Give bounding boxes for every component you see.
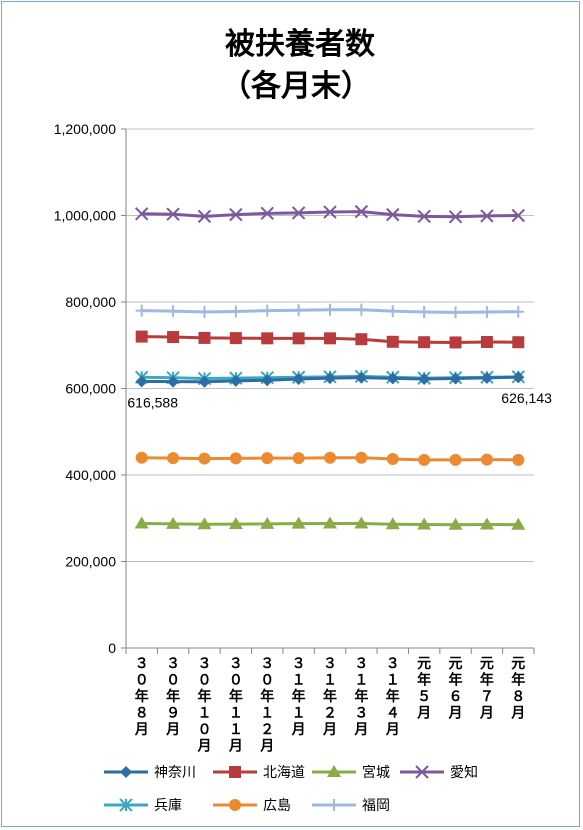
data-point	[418, 454, 430, 466]
y-tick-label: 800,000	[65, 294, 116, 310]
legend-item-北海道: 北海道	[213, 765, 305, 781]
data-point	[418, 306, 430, 318]
data-point	[136, 331, 148, 343]
x-tick-label: ３０年１２月	[259, 656, 274, 755]
x-tick-label: ３０年１１月	[228, 656, 243, 755]
legend-item-広島: 広島	[213, 798, 291, 814]
data-point	[293, 304, 305, 316]
data-point	[328, 799, 340, 811]
data-point	[481, 306, 493, 318]
data-point	[167, 305, 179, 317]
data-point	[324, 304, 336, 316]
series-北海道	[136, 331, 525, 349]
x-tick-label: 元年７月	[479, 656, 494, 722]
data-point	[261, 332, 273, 344]
data-point	[512, 306, 524, 318]
chart-title: 被扶養者数	[225, 27, 376, 62]
data-point	[261, 305, 273, 317]
data-point	[418, 336, 430, 348]
data-point	[120, 766, 132, 778]
legend-label: 北海道	[263, 765, 305, 781]
legend-label: 福岡	[362, 798, 390, 814]
legend-label: 宮城	[362, 765, 390, 781]
data-point	[198, 306, 210, 318]
gridlines	[126, 129, 534, 648]
data-point	[450, 454, 462, 466]
x-tick-label: ３０年１０月	[196, 656, 211, 755]
series-福岡	[136, 304, 525, 319]
legend-item-兵庫: 兵庫	[104, 797, 182, 814]
x-tick-label: ３０年９月	[165, 656, 180, 738]
data-point	[167, 331, 179, 343]
data-label: 616,588	[127, 394, 178, 410]
data-point	[136, 305, 148, 317]
x-tick-label: ３１年４月	[385, 656, 400, 738]
data-labels: 616,588 626,143	[127, 390, 552, 410]
legend-label: 広島	[263, 798, 291, 814]
y-axis: 0 200,000 400,000 600,000 800,000 1,000,000 1,…	[54, 121, 126, 656]
legend-item-愛知: 愛知	[400, 764, 478, 781]
y-tick-label: 200,000	[65, 554, 116, 570]
data-point	[198, 453, 210, 465]
data-point	[324, 332, 336, 344]
x-tick-label: ３１年３月	[353, 656, 368, 738]
x-tick-label: ３１年１月	[291, 656, 306, 738]
data-point	[387, 453, 399, 465]
data-point	[387, 336, 399, 348]
data-point	[293, 452, 305, 464]
data-point	[230, 306, 242, 318]
series-広島	[136, 452, 525, 466]
data-point	[230, 452, 242, 464]
data-point	[355, 304, 367, 316]
data-point	[450, 336, 462, 348]
chart-subtitle: （各月末）	[221, 69, 371, 104]
data-point	[512, 336, 524, 348]
data-point	[261, 374, 273, 386]
data-point	[167, 452, 179, 464]
legend-label: 兵庫	[154, 797, 182, 814]
data-point	[229, 766, 241, 778]
data-point	[355, 452, 367, 464]
data-point	[261, 452, 273, 464]
legend-item-福岡: 福岡	[312, 798, 390, 814]
data-point	[293, 332, 305, 344]
x-axis: ３０年８月 ３０年９月 ３０年１０月 ３０年１１月 ３０年１２月 ３１年１月 ３１年２月 ３１…	[126, 648, 534, 755]
data-point	[512, 454, 524, 466]
data-point	[355, 333, 367, 345]
plot-area	[135, 206, 526, 530]
data-point	[481, 454, 493, 466]
y-tick-label: 0	[108, 640, 116, 656]
y-tick-label: 400,000	[65, 467, 116, 483]
y-tick-label: 1,000,000	[54, 208, 116, 224]
x-tick-label: ３０年８月	[134, 656, 149, 738]
legend-item-神奈川: 神奈川	[104, 765, 196, 781]
data-point	[136, 452, 148, 464]
data-point	[293, 373, 305, 385]
series-愛知	[136, 206, 525, 223]
legend-label: 神奈川	[154, 765, 196, 781]
data-point	[229, 799, 241, 811]
x-tick-label: 元年６月	[448, 656, 463, 722]
data-point	[324, 452, 336, 464]
legend-item-宮城: 宮城	[312, 765, 390, 781]
data-point	[481, 336, 493, 348]
y-tick-label: 1,200,000	[54, 121, 116, 137]
series-宮城	[135, 516, 526, 529]
legend-label: 愛知	[450, 764, 478, 781]
x-tick-label: 元年５月	[416, 656, 431, 722]
data-point	[230, 332, 242, 344]
x-tick-label: ３１年２月	[322, 656, 337, 738]
data-label: 626,143	[501, 390, 552, 406]
data-point	[198, 332, 210, 344]
data-point	[450, 306, 462, 318]
x-tick-label: 元年８月	[510, 656, 525, 722]
data-point	[387, 305, 399, 317]
y-tick-label: 600,000	[65, 381, 116, 397]
